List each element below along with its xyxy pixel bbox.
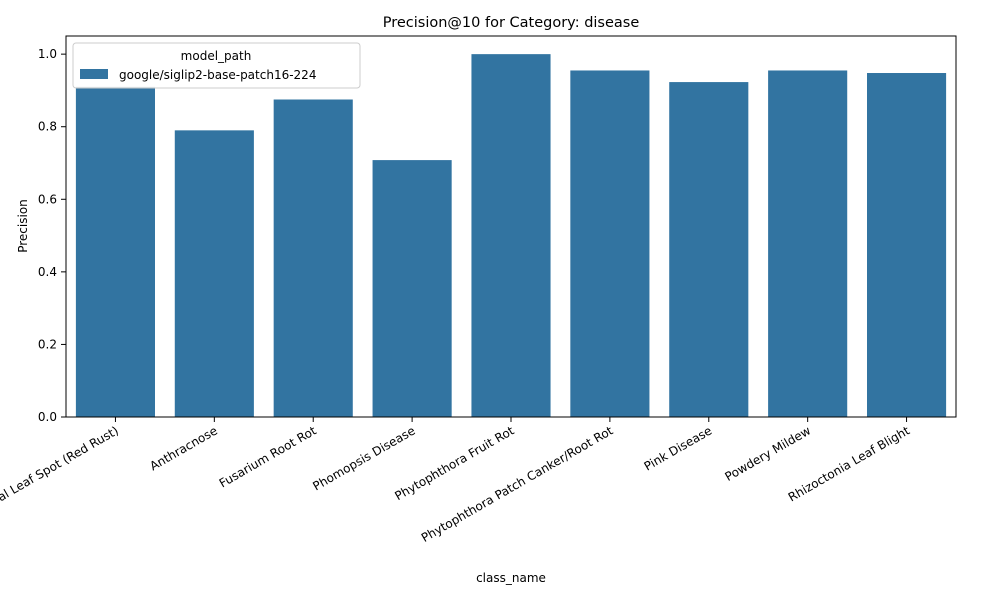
y-tick-label: 0.2 — [38, 337, 57, 351]
legend: model_path google/siglip2-base-patch16-2… — [72, 42, 361, 89]
y-axis: 0.0 0.2 0.4 0.6 0.8 1.0 — [38, 47, 66, 424]
bar-3 — [273, 99, 353, 417]
bars-group — [75, 54, 947, 418]
y-tick-label: 0.6 — [38, 192, 57, 206]
plot-frame — [65, 35, 957, 418]
bar-7 — [669, 82, 749, 417]
bar-4 — [372, 160, 452, 417]
y-axis-label: Precision — [16, 199, 30, 253]
bar-9 — [867, 73, 947, 418]
y-tick-label: 1.0 — [38, 47, 57, 61]
legend-title: model_path — [181, 49, 252, 63]
y-tick-label: 0.0 — [38, 410, 57, 424]
y-tick-label: 0.8 — [38, 120, 57, 134]
legend-swatch — [80, 69, 108, 79]
chart-title: Precision@10 for Category: disease — [383, 15, 640, 31]
legend-series-label: google/siglip2-base-patch16-224 — [119, 68, 316, 82]
legend-box — [72, 42, 361, 89]
y-tick-label: 0.4 — [38, 265, 57, 279]
bar-1 — [75, 86, 155, 418]
bar-6 — [570, 70, 650, 417]
x-axis-label: class_name — [476, 571, 546, 585]
bar-8 — [768, 70, 848, 417]
bar-2 — [174, 130, 254, 418]
bar-5 — [471, 54, 551, 418]
